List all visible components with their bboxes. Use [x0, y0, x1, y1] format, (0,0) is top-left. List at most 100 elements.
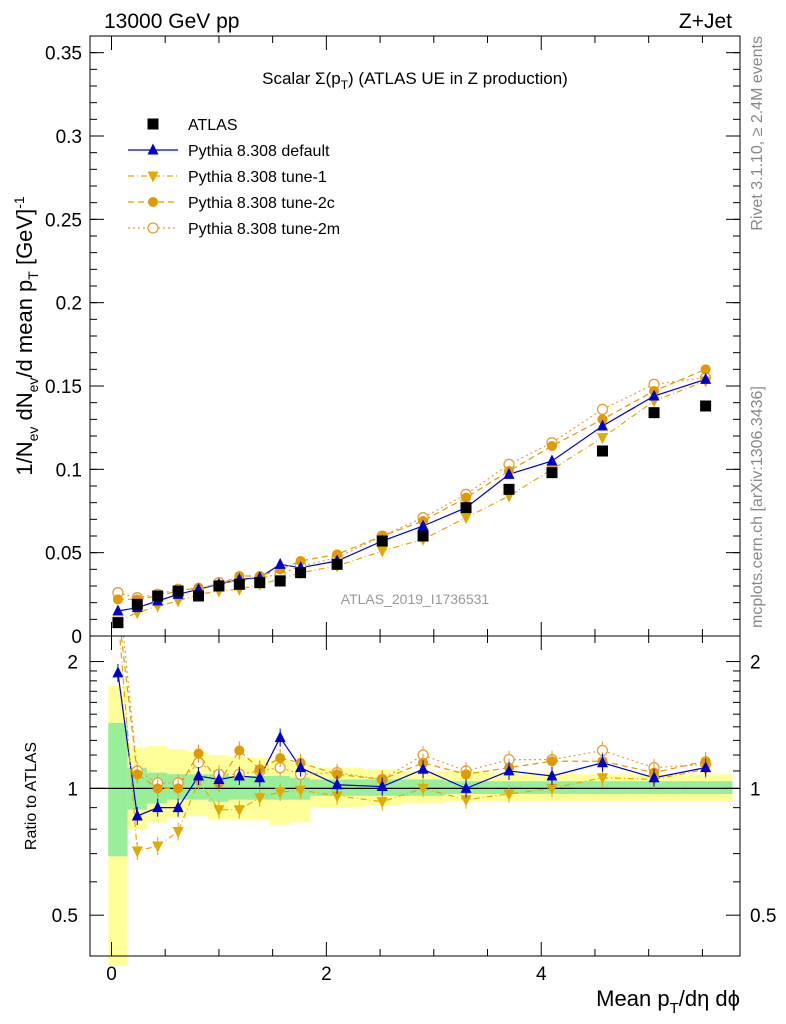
main-data-point	[597, 414, 608, 425]
ylabel-c-sub: T	[25, 271, 41, 280]
main-data-point	[152, 590, 164, 602]
main-data-point	[546, 441, 557, 451]
ratio-band-inner	[187, 774, 209, 800]
ratio-ytick-label-right: 0.5	[750, 906, 776, 927]
ratio-data-point	[546, 769, 558, 781]
legend-marker	[147, 171, 159, 183]
main-data-point	[596, 445, 608, 457]
main-series-line	[117, 378, 706, 612]
main-data-point	[274, 557, 286, 569]
ratio-data-point	[132, 769, 143, 780]
main-ytick-label: 0.35	[45, 44, 82, 65]
ratio-xtick-label: 4	[536, 964, 547, 985]
ratio-data-point	[376, 797, 388, 809]
main-data-point	[376, 546, 388, 558]
ratio-data-point	[376, 780, 388, 792]
side-label-mcplots: mcplots.cern.ch [arXiv:1306.3436]	[749, 386, 766, 628]
title-suffix: ) (ATLAS UE in Z production)	[348, 69, 568, 88]
main-data-point	[332, 549, 343, 560]
ratio-band-inner	[573, 781, 628, 794]
ratio-band-inner	[680, 781, 733, 794]
ratio-data-point	[503, 764, 515, 776]
main-data-point	[461, 492, 472, 503]
legend-label: Pythia 8.308 tune-2m	[188, 221, 340, 238]
ratio-data-point	[131, 809, 143, 821]
ratio-data-point	[295, 761, 307, 773]
main-data-point	[648, 389, 660, 401]
ratio-data-point	[173, 783, 184, 794]
ratio-ytick-label: 0.5	[52, 906, 78, 927]
main-data-point	[700, 400, 712, 412]
main-data-point	[295, 556, 306, 566]
ratio-data-point	[274, 731, 286, 743]
ratio-data-point	[193, 769, 205, 781]
ylabel-b: dN	[12, 392, 37, 426]
main-title: Scalar Σ(pT) (ATLAS UE in Z production)	[262, 69, 568, 92]
ratio-series-clipped	[112, 636, 712, 861]
ratio-data-point	[295, 785, 307, 797]
ratio-data-point	[503, 789, 515, 801]
ratio-uncertainty-bands	[108, 685, 733, 966]
main-data-point	[596, 433, 608, 445]
main-data-point	[274, 575, 286, 587]
ratio-data-point	[417, 783, 429, 795]
main-ytick-label: 0	[71, 627, 82, 648]
side-label-rivet: Rivet 3.1.10, ≥ 2.4M events	[749, 36, 766, 231]
xlabel-suffix: /dη dϕ	[679, 986, 740, 1011]
ratio-ytick-label: 2	[67, 653, 78, 674]
ratio-data-point	[131, 846, 143, 858]
main-ytick-label: 0.15	[45, 377, 82, 398]
ratio-xlabel: Mean pT/dη dϕ	[596, 986, 740, 1017]
main-data-point	[254, 577, 266, 589]
ratio-data-point	[596, 773, 608, 785]
legend-marker	[147, 143, 159, 155]
ratio-data-point	[112, 666, 124, 678]
main-data-point	[596, 419, 608, 431]
legend-label: Pythia 8.308 tune-2c	[188, 195, 335, 212]
main-data-point	[112, 617, 124, 629]
ratio-data-point	[254, 771, 266, 783]
ratio-data-point	[275, 753, 286, 764]
header-right: Z+Jet	[679, 10, 732, 33]
ratio-data-point	[331, 791, 343, 803]
main-ytick-label: 0.1	[56, 460, 82, 481]
title-prefix: Scalar Σ(p	[262, 69, 341, 88]
legend-label: Pythia 8.308 default	[188, 143, 330, 160]
ratio-data-point	[700, 761, 712, 773]
ratio-data-point	[152, 841, 164, 853]
watermark: ATLAS_2019_I1736531	[341, 591, 490, 607]
ratio-data-point	[193, 748, 204, 759]
ratio-data-point	[254, 793, 266, 805]
ratio-data-point	[596, 756, 608, 768]
main-data-point	[213, 580, 225, 592]
main-data-point	[648, 407, 660, 419]
main-data-point	[596, 403, 609, 415]
xlabel-prefix: Mean p	[596, 986, 669, 1011]
ratio-data-point	[546, 756, 557, 767]
ratio-data-point	[274, 787, 286, 799]
ratio-data-point	[460, 781, 472, 793]
main-data-point	[331, 558, 343, 570]
ratio-ytick-label-right: 1	[750, 779, 761, 800]
ratio-data-point	[332, 769, 343, 780]
ratio-data-point	[172, 826, 184, 838]
ratio-data-point	[648, 771, 660, 783]
main-data-point	[172, 585, 184, 597]
main-axes: 0 0.05 0.1 0.15 0.2 0.25 0.3 0.35	[45, 35, 740, 648]
ratio-series-layer	[112, 636, 712, 861]
main-ytick-label: 0.2	[56, 294, 82, 315]
main-data-point	[233, 578, 245, 590]
ratio-data-point	[233, 769, 245, 781]
legend-label: ATLAS	[188, 117, 238, 134]
main-data-point	[417, 530, 429, 542]
ratio-data-point	[331, 778, 343, 790]
main-data-point	[460, 513, 472, 525]
ratio-xtick-label: 2	[321, 964, 332, 985]
ylabel-b-sub: ev	[25, 378, 41, 393]
main-data-point	[172, 596, 184, 608]
ratio-ytick-label: 1	[67, 779, 78, 800]
ratio-data-point	[172, 801, 184, 813]
ylabel-d: [GeV]	[12, 209, 37, 271]
legend-label: Pythia 8.308 tune-1	[188, 169, 327, 186]
ratio-ytick-label-right: 2	[750, 653, 761, 674]
